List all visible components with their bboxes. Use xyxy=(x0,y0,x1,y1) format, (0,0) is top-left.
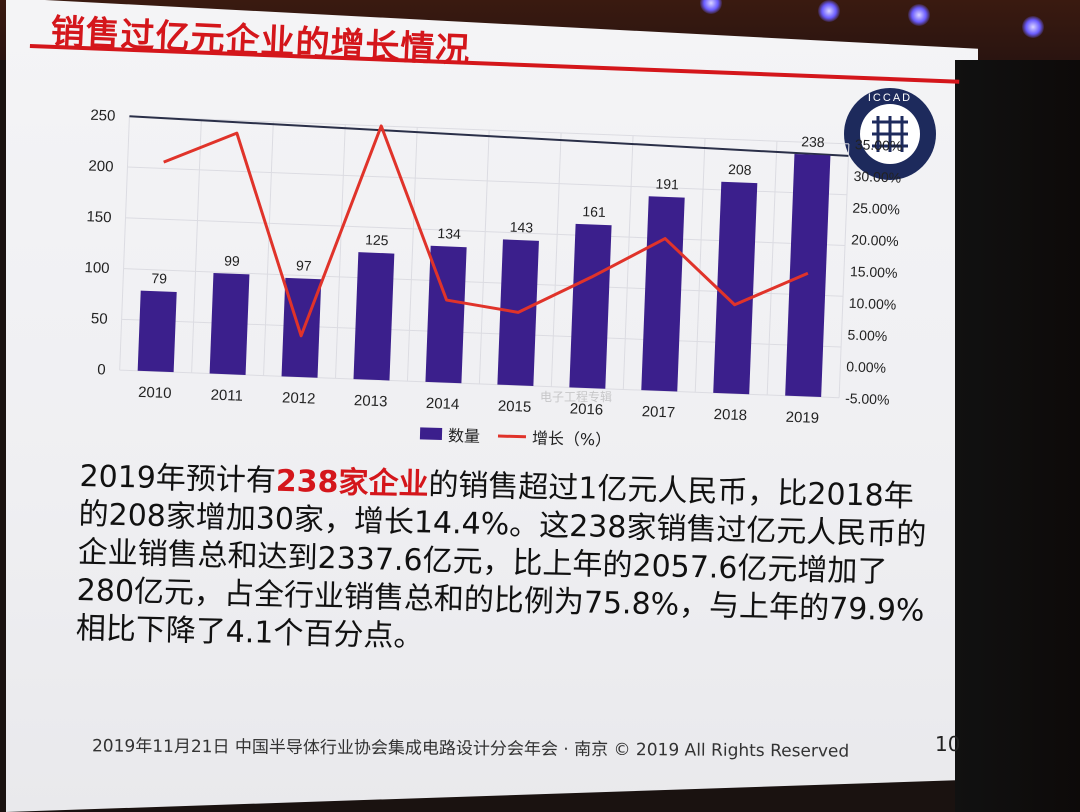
legend-item-bar: 数量 xyxy=(419,421,481,447)
bar-line-chart: 0 50 100 150 200 250 -5.00% 0.00% 5.00% 10.00% 15.… xyxy=(84,107,903,427)
grid-line xyxy=(838,143,850,398)
body-text-part1: 2019年预计有 xyxy=(79,458,277,499)
growth-line xyxy=(163,124,809,338)
bar-value-label: 79 xyxy=(151,270,167,287)
bar-2018 xyxy=(713,181,758,395)
bar-value-label: 143 xyxy=(509,219,533,236)
y-left-tick-label: 150 xyxy=(86,208,112,226)
x-tick-label: 2017 xyxy=(641,403,675,421)
iccad-logo: ICCAD xyxy=(844,88,936,180)
y-left-tick-label: 0 xyxy=(97,361,106,378)
grid-line xyxy=(622,135,634,390)
x-tick-label: 2011 xyxy=(210,387,243,405)
bar-value-label: 97 xyxy=(296,257,312,274)
y-left-tick-label: 250 xyxy=(90,107,116,125)
y-right-tick-label: 0.00% xyxy=(846,358,886,376)
x-tick-label: 2019 xyxy=(785,409,819,427)
body-paragraph: 2019年预计有238家企业的销售超过1亿元人民币，比2018年的208家增加3… xyxy=(75,458,939,669)
grid-line xyxy=(335,124,346,379)
legend-line-label: 增长（%） xyxy=(531,428,612,450)
y-right-tick-label: 5.00% xyxy=(847,327,887,345)
grid-line xyxy=(478,130,490,384)
grid-line xyxy=(119,116,130,371)
grid-line xyxy=(191,119,202,373)
y-right-tick-label: -5.00% xyxy=(845,390,890,408)
x-tick-label: 2010 xyxy=(138,384,172,402)
bar-value-label: 208 xyxy=(728,161,752,178)
x-tick-label: 2014 xyxy=(426,395,460,413)
bar-value-label: 161 xyxy=(582,203,606,220)
grid-line xyxy=(694,138,706,393)
x-tick-label: 2016 xyxy=(569,400,603,418)
bar-value-label: 191 xyxy=(655,175,679,192)
body-highlight: 238家企业 xyxy=(275,463,429,503)
bar-2016 xyxy=(569,223,612,389)
y-left-tick-label: 200 xyxy=(88,158,114,176)
bar-2017 xyxy=(641,196,685,392)
y-left-tick-label: 100 xyxy=(84,259,110,277)
stage-light xyxy=(1022,16,1044,38)
y-left-tick-label: 50 xyxy=(91,310,108,328)
page-number: 10 xyxy=(935,732,961,756)
y-right-tick-label: 35.00% xyxy=(855,136,903,154)
x-tick-label: 2013 xyxy=(354,392,388,410)
y-right-tick-label: 30.00% xyxy=(853,168,901,186)
stage-light xyxy=(700,0,722,14)
grid-line xyxy=(550,132,562,387)
legend-item-line: 增长（%） xyxy=(497,424,612,451)
bar-2011 xyxy=(209,273,250,375)
logo-text: ICCAD xyxy=(868,92,912,104)
watermark: 电子工程专辑 xyxy=(540,390,613,404)
bar-value-label: 238 xyxy=(801,133,825,150)
y-right-tick-label: 10.00% xyxy=(848,295,896,313)
slide-footer: 2019年11月21日 中国半导体行业协会集成电路设计分会年会 · 南京 © 2… xyxy=(91,736,850,762)
bar-2010 xyxy=(137,290,177,373)
bar-2014 xyxy=(425,245,467,384)
grid-line xyxy=(263,121,274,376)
grid-line xyxy=(129,115,849,145)
stage-light xyxy=(818,0,840,22)
x-tick-label: 2015 xyxy=(498,398,532,416)
grid-line xyxy=(766,141,778,396)
bar-value-label: 125 xyxy=(365,231,389,248)
y-right-tick-label: 25.00% xyxy=(852,200,900,218)
dark-edge xyxy=(955,60,1080,812)
x-tick-label: 2012 xyxy=(282,389,316,407)
bar-value-label: 99 xyxy=(224,252,240,269)
stage-light xyxy=(908,4,930,26)
legend-bar-swatch xyxy=(419,427,443,440)
bar-2019 xyxy=(785,154,831,398)
x-tick-label: 2018 xyxy=(713,406,747,424)
bar-2013 xyxy=(353,252,395,381)
y-right-tick-label: 20.00% xyxy=(851,231,899,249)
legend-line-swatch xyxy=(497,434,527,438)
grid-line xyxy=(406,127,418,382)
bar-value-label: 134 xyxy=(437,225,461,242)
y-right-tick-label: 15.00% xyxy=(850,263,898,281)
top-rule xyxy=(129,115,849,157)
legend-bar-label: 数量 xyxy=(447,426,481,447)
